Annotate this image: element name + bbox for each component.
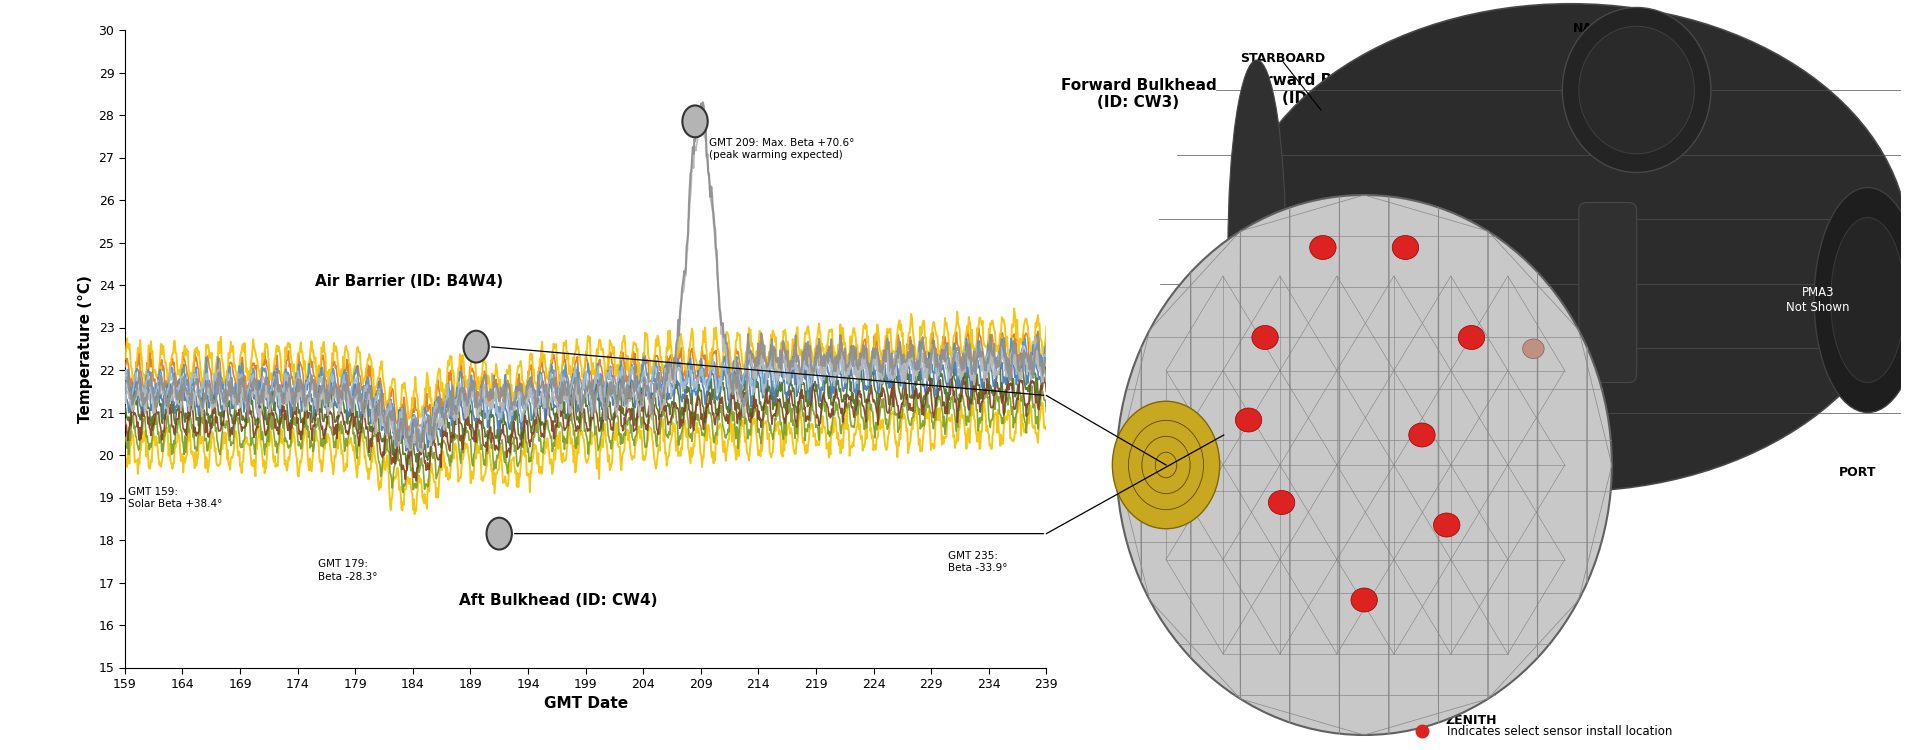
Ellipse shape [1233,4,1908,491]
Circle shape [1352,588,1377,612]
Ellipse shape [1112,401,1219,529]
Text: Forward Bulkhead
(ID: CW3): Forward Bulkhead (ID: CW3) [1060,77,1217,110]
Ellipse shape [1229,60,1286,435]
Circle shape [1409,423,1434,447]
Ellipse shape [682,106,708,137]
Circle shape [1392,236,1419,260]
Circle shape [1252,326,1279,350]
Text: NADIR: NADIR [1572,22,1617,35]
Ellipse shape [1814,188,1920,412]
Circle shape [1459,326,1484,350]
Text: GMT 235:
Beta -33.9°: GMT 235: Beta -33.9° [948,550,1008,573]
Circle shape [1269,490,1294,514]
Ellipse shape [1117,195,1611,735]
Text: GMT 159:
Solar Beta +38.4°: GMT 159: Solar Beta +38.4° [129,487,223,509]
Text: Air Barrier (ID: B4W4): Air Barrier (ID: B4W4) [315,274,503,290]
Text: Forward Bulkhead
(ID: CW3): Forward Bulkhead (ID: CW3) [1244,74,1402,106]
Text: Indicates select sensor install location: Indicates select sensor install location [1448,724,1672,738]
Ellipse shape [463,331,490,362]
Text: ZENITH: ZENITH [1446,715,1498,728]
Circle shape [1235,408,1261,432]
FancyBboxPatch shape [1578,202,1636,382]
Y-axis label: Temperature (°C): Temperature (°C) [79,274,92,423]
Ellipse shape [1563,8,1711,172]
Circle shape [1309,236,1336,260]
Text: GMT 209: Max. Beta +70.6°
(peak warming expected): GMT 209: Max. Beta +70.6° (peak warming … [708,138,854,160]
X-axis label: GMT Date: GMT Date [543,697,628,712]
Text: Aft Bulkhead (ID: CW4): Aft Bulkhead (ID: CW4) [459,593,657,608]
Ellipse shape [1830,217,1905,382]
Text: PORT: PORT [1839,466,1876,479]
Circle shape [1434,513,1459,537]
Text: STARBOARD: STARBOARD [1240,53,1325,65]
Text: PMA3
Not Shown: PMA3 Not Shown [1786,286,1851,314]
Circle shape [1523,339,1544,358]
Ellipse shape [1578,26,1695,154]
Text: GMT 179:
Beta -28.3°: GMT 179: Beta -28.3° [319,560,378,581]
Ellipse shape [486,518,513,550]
